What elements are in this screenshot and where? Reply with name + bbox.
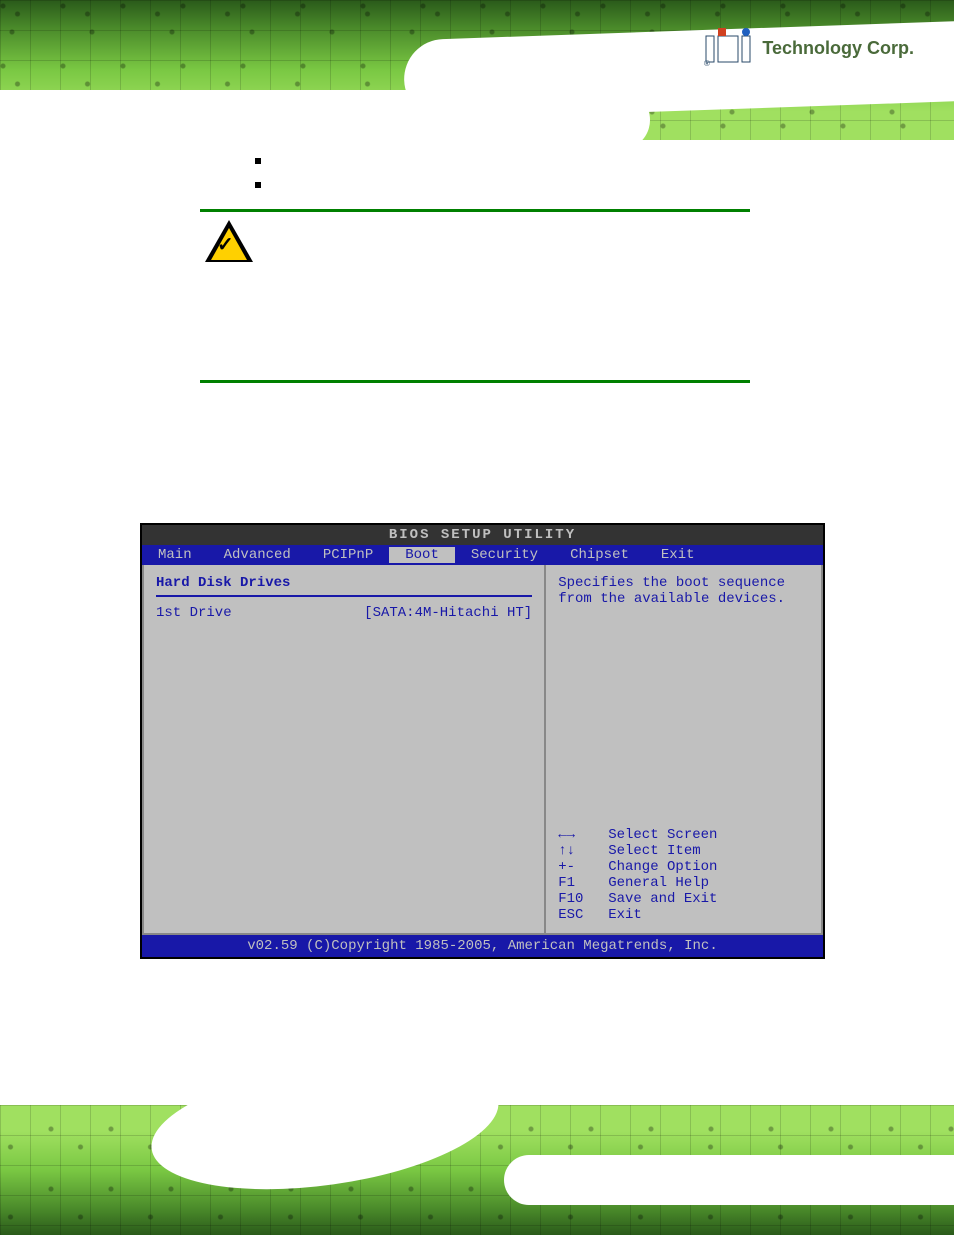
bullet-list xyxy=(255,158,261,206)
header-swoosh2 xyxy=(0,90,650,140)
menu-security[interactable]: Security xyxy=(455,547,554,563)
key-symbol: F10 xyxy=(558,891,608,907)
key-row: F1 General Help xyxy=(558,875,809,891)
key-action: General Help xyxy=(608,875,709,891)
key-action: Select Screen xyxy=(608,827,717,843)
bios-body: Hard Disk Drives 1st Drive [SATA:4M-Hita… xyxy=(142,565,823,935)
footer-swoosh2 xyxy=(504,1155,954,1205)
section-title: Hard Disk Drives xyxy=(156,575,532,595)
menu-main[interactable]: Main xyxy=(142,547,208,563)
bios-left-panel: Hard Disk Drives 1st Drive [SATA:4M-Hita… xyxy=(144,565,546,933)
divider-line xyxy=(200,209,750,212)
menu-advanced[interactable]: Advanced xyxy=(208,547,307,563)
help-text: Specifies the boot sequence from the ava… xyxy=(558,575,809,607)
svg-text:®: ® xyxy=(704,59,710,68)
key-legend: ←→ Select Screen ↑↓ Select Item +- Chang… xyxy=(558,827,809,923)
key-row: ↑↓ Select Item xyxy=(558,843,809,859)
key-row: +- Change Option xyxy=(558,859,809,875)
menu-boot[interactable]: Boot xyxy=(389,547,455,563)
menu-exit[interactable]: Exit xyxy=(645,547,711,563)
key-symbol: ←→ xyxy=(558,827,608,843)
menu-pcipnp[interactable]: PCIPnP xyxy=(307,547,389,563)
header-banner: ® Technology Corp. xyxy=(0,0,954,140)
key-action: Exit xyxy=(608,907,642,923)
item-value: [SATA:4M-Hitachi HT] xyxy=(364,605,532,621)
key-action: Select Item xyxy=(608,843,700,859)
bios-item-row[interactable]: 1st Drive [SATA:4M-Hitachi HT] xyxy=(156,605,532,621)
key-symbol: ESC xyxy=(558,907,608,923)
key-row: ←→ Select Screen xyxy=(558,827,809,843)
footer-banner xyxy=(0,1105,954,1235)
logo-iei-icon: ® xyxy=(704,28,754,68)
company-name: Technology Corp. xyxy=(762,38,914,59)
key-action: Change Option xyxy=(608,859,717,875)
divider-line xyxy=(200,380,750,383)
bios-title: BIOS SETUP UTILITY xyxy=(142,525,823,545)
menu-chipset[interactable]: Chipset xyxy=(554,547,645,563)
item-label: 1st Drive xyxy=(156,605,364,621)
bullet-icon xyxy=(255,158,261,164)
footer-swoosh xyxy=(143,1105,506,1209)
key-action: Save and Exit xyxy=(608,891,717,907)
key-row: ESC Exit xyxy=(558,907,809,923)
bios-footer: v02.59 (C)Copyright 1985-2005, American … xyxy=(142,935,823,957)
bios-menu-bar: Main Advanced PCIPnP Boot Security Chips… xyxy=(142,545,823,565)
key-symbol: F1 xyxy=(558,875,608,891)
key-symbol: ↑↓ xyxy=(558,843,608,859)
section-divider xyxy=(156,595,532,597)
bios-window: BIOS SETUP UTILITY Main Advanced PCIPnP … xyxy=(140,523,825,959)
logo-area: ® Technology Corp. xyxy=(704,28,914,68)
key-row: F10 Save and Exit xyxy=(558,891,809,907)
bios-right-panel: Specifies the boot sequence from the ava… xyxy=(546,565,821,933)
bullet-icon xyxy=(255,182,261,188)
warning-icon: ✓ xyxy=(205,220,253,262)
key-symbol: +- xyxy=(558,859,608,875)
